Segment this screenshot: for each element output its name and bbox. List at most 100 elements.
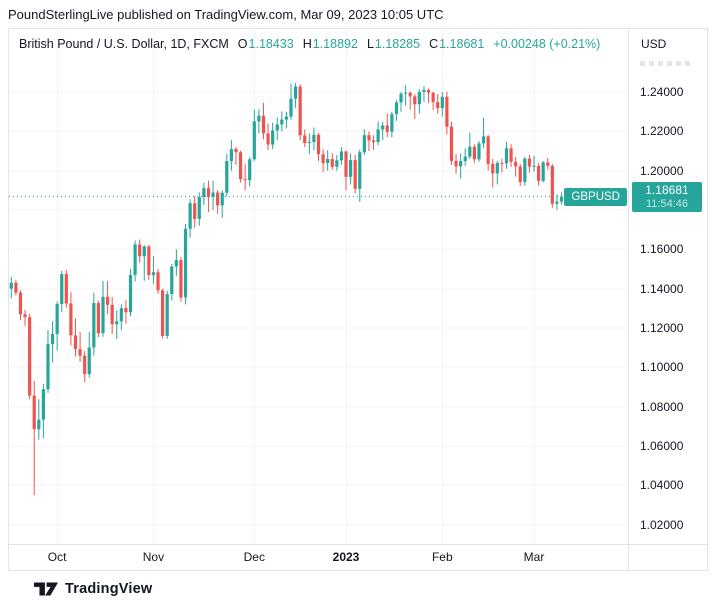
attribution-text: PoundSterlingLive published on TradingVi… (8, 6, 444, 22)
candle (504, 148, 509, 164)
candle (18, 292, 23, 315)
candle (216, 192, 220, 206)
candle (147, 246, 151, 276)
price-tick-label: 1.10000 (640, 360, 684, 375)
candle (211, 192, 215, 198)
candle (257, 115, 261, 122)
candle (399, 93, 403, 103)
candle (133, 244, 137, 275)
candle (481, 136, 486, 144)
candle (69, 303, 73, 336)
candle (321, 154, 325, 164)
candle (550, 165, 554, 204)
candle (275, 124, 279, 131)
candle (371, 140, 376, 143)
candle (289, 98, 293, 117)
candle (477, 143, 481, 160)
price-scale[interactable]: USD 1.18681 11:54:46 1.24000 1.22000 1.200… (629, 29, 707, 545)
time-tick-label: Dec (243, 550, 265, 564)
candle (156, 272, 160, 291)
candle (445, 96, 449, 127)
candle (183, 228, 188, 298)
candle (110, 304, 114, 325)
candle (220, 192, 224, 206)
candle (312, 134, 316, 143)
candle (234, 149, 238, 153)
tradingview-brand-text[interactable]: TradingView (65, 580, 153, 597)
candle (284, 116, 289, 120)
candle (243, 179, 247, 181)
price-tick-label: 1.08000 (640, 399, 684, 414)
candle (436, 102, 440, 109)
candle (348, 160, 353, 177)
candle (266, 133, 270, 145)
candle (449, 126, 454, 161)
candle (161, 290, 165, 336)
candle (307, 142, 311, 144)
candle (37, 419, 41, 430)
candle (390, 114, 394, 132)
candle (514, 161, 518, 167)
candle (546, 162, 550, 166)
candle (385, 125, 389, 132)
symbol-title[interactable]: British Pound / U.S. Dollar, 1D, FXCM (19, 37, 229, 51)
candle (555, 201, 559, 204)
candle (87, 347, 91, 375)
candle (404, 92, 408, 94)
candle (202, 188, 206, 198)
time-tick-label: Mar (523, 550, 545, 564)
last-price-label: 1.18681 11:54:46 (632, 181, 702, 212)
candle (32, 395, 36, 430)
candle (252, 121, 256, 160)
candle (64, 274, 68, 304)
price-tick-label: 1.04000 (640, 478, 684, 493)
candle (468, 146, 472, 157)
price-tick-label: 1.22000 (640, 124, 684, 139)
candlestick-chart[interactable] (9, 29, 628, 544)
price-tick-label: 1.20000 (640, 163, 684, 178)
candle (523, 158, 527, 182)
candle (188, 203, 192, 229)
candle (459, 161, 463, 167)
candle (381, 125, 385, 130)
footer: TradingView (0, 571, 717, 606)
candle (298, 86, 302, 136)
candle (14, 282, 18, 293)
candle (105, 296, 110, 305)
candle (422, 89, 426, 92)
candle (46, 344, 50, 390)
ohlc-high: H 1.18892 (302, 37, 358, 51)
candle (248, 159, 252, 181)
candle (179, 259, 183, 298)
candle (60, 274, 64, 305)
ohlc-low: L 1.18285 (366, 37, 421, 51)
candle (128, 274, 133, 313)
price-tick-label: 1.16000 (640, 242, 684, 257)
price-tick-label: 1.12000 (640, 321, 684, 336)
candle (413, 96, 417, 105)
tradingview-logo-icon[interactable] (34, 581, 58, 596)
price-scale-currency: USD (641, 37, 667, 51)
candle (229, 149, 233, 162)
candle (101, 296, 105, 334)
time-scale[interactable]: Oct Nov Dec 2023 Feb Mar (9, 545, 629, 570)
candle (41, 389, 45, 420)
price-tick-label: 1.02000 (640, 517, 684, 532)
candle (518, 166, 522, 182)
candle (225, 161, 229, 193)
price-tick-label: 1.06000 (640, 438, 684, 453)
candle (119, 308, 123, 322)
price-tick-label: 1.14000 (640, 281, 684, 296)
candle (367, 135, 371, 141)
candle (559, 196, 564, 202)
candle (532, 165, 536, 167)
candle (509, 148, 513, 162)
candle (500, 162, 504, 164)
price-tick-label: 1.24000 (640, 85, 684, 100)
candle (271, 130, 275, 145)
time-tick-label: Feb (431, 550, 453, 564)
candle (238, 152, 243, 180)
